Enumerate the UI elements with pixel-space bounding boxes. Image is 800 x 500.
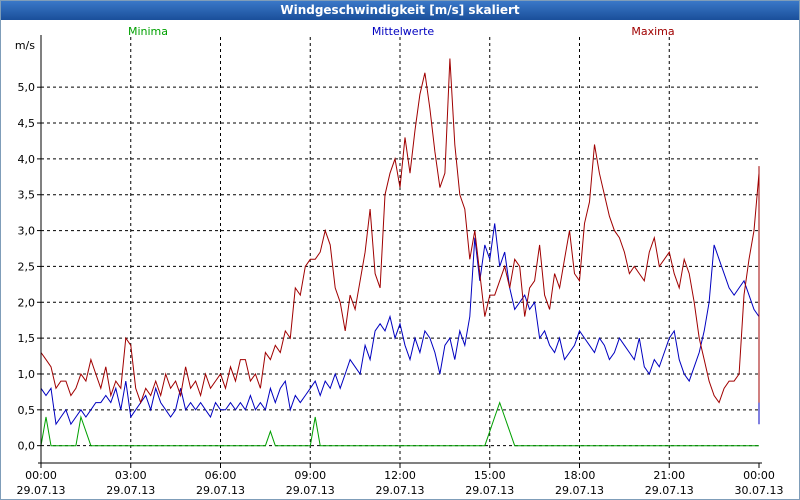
x-tick-time-label: 12:00 xyxy=(384,469,416,482)
x-tick-date-label: 29.07.13 xyxy=(196,484,245,497)
y-tick-label: 0,5 xyxy=(18,404,36,417)
y-tick-label: 0,0 xyxy=(18,440,36,453)
y-tick-label: 4,5 xyxy=(18,117,36,130)
x-tick-time-label: 09:00 xyxy=(294,469,326,482)
y-tick-label: 3,0 xyxy=(18,225,36,238)
y-tick-label: 3,5 xyxy=(18,189,36,202)
x-tick-date-label: 30.07.13 xyxy=(735,484,784,497)
y-tick-label: 5,0 xyxy=(18,81,36,94)
x-tick-date-label: 29.07.13 xyxy=(376,484,425,497)
x-tick-time-label: 06:00 xyxy=(205,469,237,482)
legend-maxima: Maxima xyxy=(631,25,674,38)
window-title: Windgeschwindigkeit [m/s] skaliert xyxy=(1,1,799,20)
y-tick-label: 2,5 xyxy=(18,260,36,273)
legend-mittelwerte: Mittelwerte xyxy=(372,25,435,38)
x-tick-time-label: 21:00 xyxy=(653,469,685,482)
legend-minima: Minima xyxy=(128,25,168,38)
y-tick-label: 1,5 xyxy=(18,332,36,345)
y-axis-label: m/s xyxy=(15,39,35,52)
wind-speed-chart: 0,0 0,5 1,0 1,5 2,0 2,5 3,0 3,5 4,0 4,5 5,0 m/s 00:0… xyxy=(15,25,784,497)
x-tick-time-label: 15:00 xyxy=(474,469,506,482)
y-tick-label: 4,0 xyxy=(18,153,36,166)
x-tick-date-label: 29.07.13 xyxy=(17,484,66,497)
series-line-maxima xyxy=(40,58,760,405)
y-tick-label: 1,0 xyxy=(18,368,36,381)
x-tick-date-label: 29.07.13 xyxy=(465,484,514,497)
x-tick-date-label: 29.07.13 xyxy=(555,484,604,497)
x-tick-date-label: 29.07.13 xyxy=(286,484,335,497)
x-tick-time-label: 18:00 xyxy=(564,469,596,482)
x-tick-time-label: 03:00 xyxy=(115,469,147,482)
x-tick-date-label: 29.07.13 xyxy=(106,484,155,497)
x-tick-time-label: 00:00 xyxy=(25,469,57,482)
x-tick-time-label: 00:00 xyxy=(743,469,775,482)
x-tick-date-label: 29.07.13 xyxy=(645,484,694,497)
y-tick-label: 2,0 xyxy=(18,296,36,309)
series-line-minima xyxy=(40,401,759,447)
